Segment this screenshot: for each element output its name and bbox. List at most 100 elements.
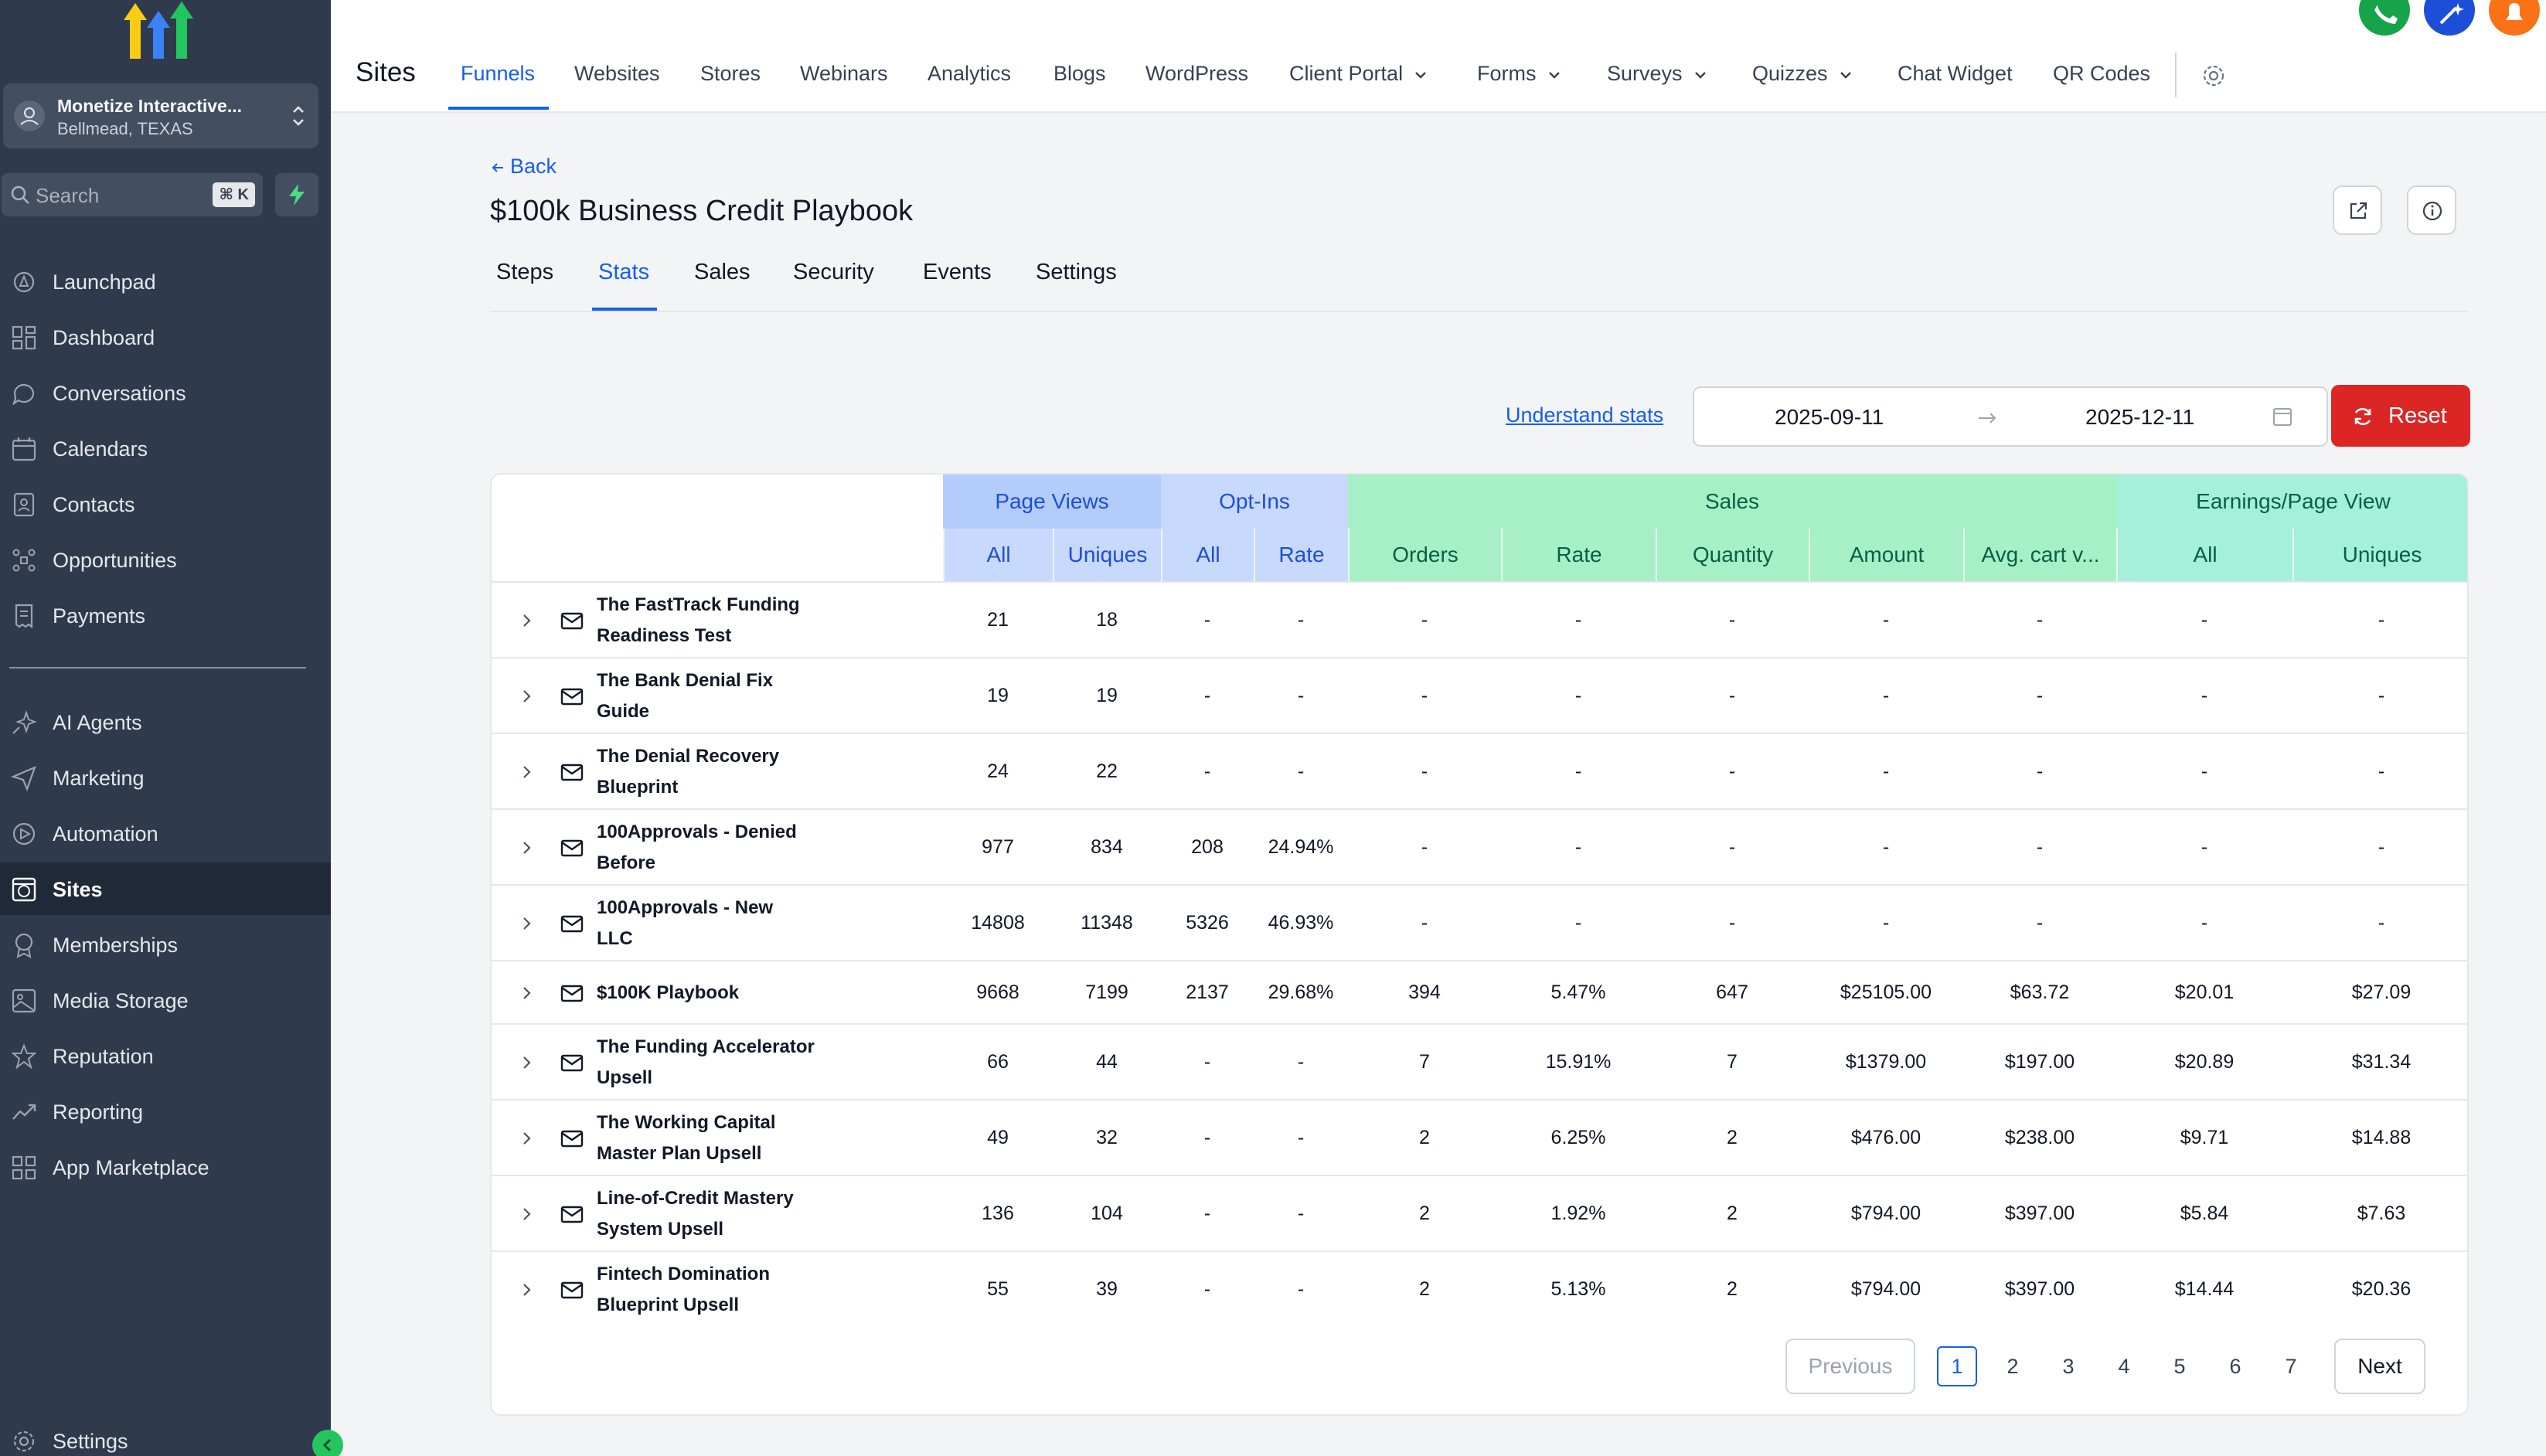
open-external-button[interactable] bbox=[2333, 185, 2382, 235]
page-4-button[interactable]: 4 bbox=[2118, 1355, 2130, 1378]
page-1-button[interactable]: 1 bbox=[1937, 1346, 1977, 1386]
sidebar-item-conversations[interactable]: Conversations bbox=[0, 366, 331, 419]
chevron-right-icon[interactable] bbox=[518, 764, 535, 781]
back-link[interactable]: Back bbox=[490, 155, 557, 179]
page-3-button[interactable]: 3 bbox=[2062, 1355, 2075, 1378]
cell-earnings-uniques: $31.34 bbox=[2351, 1051, 2412, 1073]
chevron-right-icon[interactable] bbox=[518, 985, 535, 1002]
sidebar-collapse-button[interactable] bbox=[312, 1430, 343, 1456]
table-row[interactable]: The FastTrack Funding Readiness Test 21 18 -… bbox=[492, 581, 2467, 657]
table-row[interactable]: The Working Capital Master Plan Upsell 49 3… bbox=[492, 1099, 2467, 1175]
chevron-right-icon[interactable] bbox=[518, 839, 535, 856]
tab-events[interactable]: Events bbox=[923, 260, 992, 284]
col-earnings-all[interactable]: All bbox=[2116, 529, 2292, 581]
table-row[interactable]: 100Approvals - Denied Before 977 834 208 24.9… bbox=[492, 808, 2467, 884]
sidebar-item-app-marketplace[interactable]: App Marketplace bbox=[0, 1141, 331, 1193]
notifications-button[interactable] bbox=[2489, 0, 2540, 36]
cell-orders: - bbox=[1421, 609, 1428, 631]
sidebar-item-memberships[interactable]: Memberships bbox=[0, 918, 331, 971]
tab-webinars[interactable]: Webinars bbox=[800, 62, 888, 85]
tab-websites[interactable]: Websites bbox=[574, 62, 660, 85]
chevron-right-icon[interactable] bbox=[518, 915, 535, 932]
date-range-picker[interactable]: 2025-09-11 2025-12-11 bbox=[1693, 386, 2328, 447]
chevron-right-icon[interactable] bbox=[518, 688, 535, 705]
cell-opt-ins-all: - bbox=[1203, 760, 1211, 782]
tab-stats[interactable]: Stats bbox=[598, 260, 650, 284]
tab-quizzes[interactable]: Quizzes bbox=[1752, 62, 1853, 86]
quick-action-button[interactable] bbox=[275, 173, 318, 216]
sidebar-item-opportunities[interactable]: Opportunities bbox=[0, 533, 331, 586]
start-date[interactable]: 2025-09-11 bbox=[1775, 405, 1884, 429]
reset-button[interactable]: Reset bbox=[2331, 385, 2470, 447]
col-sales-rate[interactable]: Rate bbox=[1501, 529, 1656, 581]
sidebar-item-marketing[interactable]: Marketing bbox=[0, 751, 331, 804]
phone-button[interactable] bbox=[2359, 0, 2410, 36]
chevron-right-icon[interactable] bbox=[518, 1130, 535, 1147]
sidebar-item-sites[interactable]: Sites bbox=[0, 862, 331, 915]
col-page-views-uniques[interactable]: Uniques bbox=[1053, 529, 1161, 581]
page-7-button[interactable]: 7 bbox=[2285, 1355, 2297, 1378]
tab-security[interactable]: Security bbox=[793, 260, 874, 284]
tab-chat-widget[interactable]: Chat Widget bbox=[1898, 62, 2013, 85]
sidebar-item-contacts[interactable]: Contacts bbox=[0, 478, 331, 530]
sidebar-item-launchpad[interactable]: Launchpad bbox=[0, 255, 331, 308]
cell-orders: 7 bbox=[1419, 1051, 1430, 1073]
page-5-button[interactable]: 5 bbox=[2173, 1355, 2186, 1378]
tab-qr-codes[interactable]: QR Codes bbox=[2053, 62, 2151, 85]
next-page-button[interactable]: Next bbox=[2334, 1339, 2425, 1394]
end-date[interactable]: 2025-12-11 bbox=[2085, 405, 2195, 429]
sidebar-item-reputation[interactable]: Reputation bbox=[0, 1029, 331, 1082]
sidebar-item-reporting[interactable]: Reporting bbox=[0, 1085, 331, 1138]
cell-earnings-all: - bbox=[2201, 609, 2208, 631]
magic-button[interactable] bbox=[2424, 0, 2475, 36]
page-6-button[interactable]: 6 bbox=[2229, 1355, 2241, 1378]
table-row[interactable]: The Bank Denial Fix Guide 19 19 - - - - - - - - - bbox=[492, 657, 2467, 733]
table-row[interactable]: 100Approvals - New LLC 14808 11348 5326 46.93… bbox=[492, 884, 2467, 960]
search-input[interactable]: Search ⌘ K bbox=[2, 173, 263, 216]
col-earnings-uniques[interactable]: Uniques bbox=[2292, 529, 2467, 581]
previous-page-button[interactable]: Previous bbox=[1785, 1339, 1915, 1394]
chevron-right-icon[interactable] bbox=[518, 612, 535, 629]
sidebar-item-dashboard[interactable]: Dashboard bbox=[0, 311, 331, 363]
tab-client-portal[interactable]: Client Portal bbox=[1289, 62, 1428, 86]
col-opt-ins-all[interactable]: All bbox=[1161, 529, 1254, 581]
tab-analytics[interactable]: Analytics bbox=[928, 62, 1012, 85]
tab-stores[interactable]: Stores bbox=[700, 62, 761, 85]
info-button[interactable] bbox=[2407, 185, 2456, 235]
table-row[interactable]: The Funding Accelerator Upsell 66 44 - - 7 15.9… bbox=[492, 1023, 2467, 1099]
col-page-views-all[interactable]: All bbox=[943, 529, 1053, 581]
tab-surveys[interactable]: Surveys bbox=[1607, 62, 1707, 86]
col-sales-avg-cart-value[interactable]: Avg. cart v... bbox=[1963, 529, 2116, 581]
chevron-right-icon[interactable] bbox=[518, 1054, 535, 1071]
tab-steps[interactable]: Steps bbox=[496, 260, 554, 284]
tab-wordpress[interactable]: WordPress bbox=[1145, 62, 1249, 85]
understand-stats-link[interactable]: Understand stats bbox=[1506, 403, 1664, 427]
tab-blogs[interactable]: Blogs bbox=[1053, 62, 1106, 85]
chevron-right-icon[interactable] bbox=[518, 1206, 535, 1223]
chevron-right-icon[interactable] bbox=[518, 1281, 535, 1298]
col-sales-orders[interactable]: Orders bbox=[1348, 529, 1501, 581]
sidebar-item-settings[interactable]: Settings bbox=[0, 1414, 331, 1456]
tab-label: Client Portal bbox=[1289, 62, 1404, 85]
table-row[interactable]: $100K Playbook 9668 7199 2137 29.68% 394 5.47%… bbox=[492, 960, 2467, 1023]
sidebar-item-automation[interactable]: Automation bbox=[0, 807, 331, 859]
col-sales-quantity[interactable]: Quantity bbox=[1656, 529, 1809, 581]
page-2-button[interactable]: 2 bbox=[2007, 1355, 2019, 1378]
tab-settings[interactable]: Settings bbox=[1036, 260, 1117, 284]
table-row[interactable]: Fintech Domination Blueprint Upsell 55 39 - -… bbox=[492, 1250, 2467, 1326]
col-sales-amount[interactable]: Amount bbox=[1809, 529, 1963, 581]
sidebar-item-media-storage[interactable]: Media Storage bbox=[0, 974, 331, 1026]
tab-sales[interactable]: Sales bbox=[694, 260, 751, 284]
sidebar-item-ai-agents[interactable]: AI Agents bbox=[0, 696, 331, 748]
tab-funnels[interactable]: Funnels bbox=[461, 62, 536, 85]
col-opt-ins-rate[interactable]: Rate bbox=[1254, 529, 1348, 581]
cell-page-views-all: 136 bbox=[982, 1203, 1014, 1224]
sidebar-item-calendars[interactable]: Calendars bbox=[0, 422, 331, 475]
gear-icon[interactable] bbox=[2200, 62, 2228, 90]
sidebar-item-payments[interactable]: Payments bbox=[0, 589, 331, 641]
tab-forms[interactable]: Forms bbox=[1477, 62, 1561, 86]
table-row[interactable]: Line-of-Credit Mastery System Upsell 136 10… bbox=[492, 1175, 2467, 1250]
account-switcher[interactable]: Monetize Interactive... Bellmead, TEXAS bbox=[3, 83, 318, 148]
mail-icon bbox=[560, 915, 584, 933]
table-row[interactable]: The Denial Recovery Blueprint 24 22 - - - - - - - -… bbox=[492, 733, 2467, 808]
